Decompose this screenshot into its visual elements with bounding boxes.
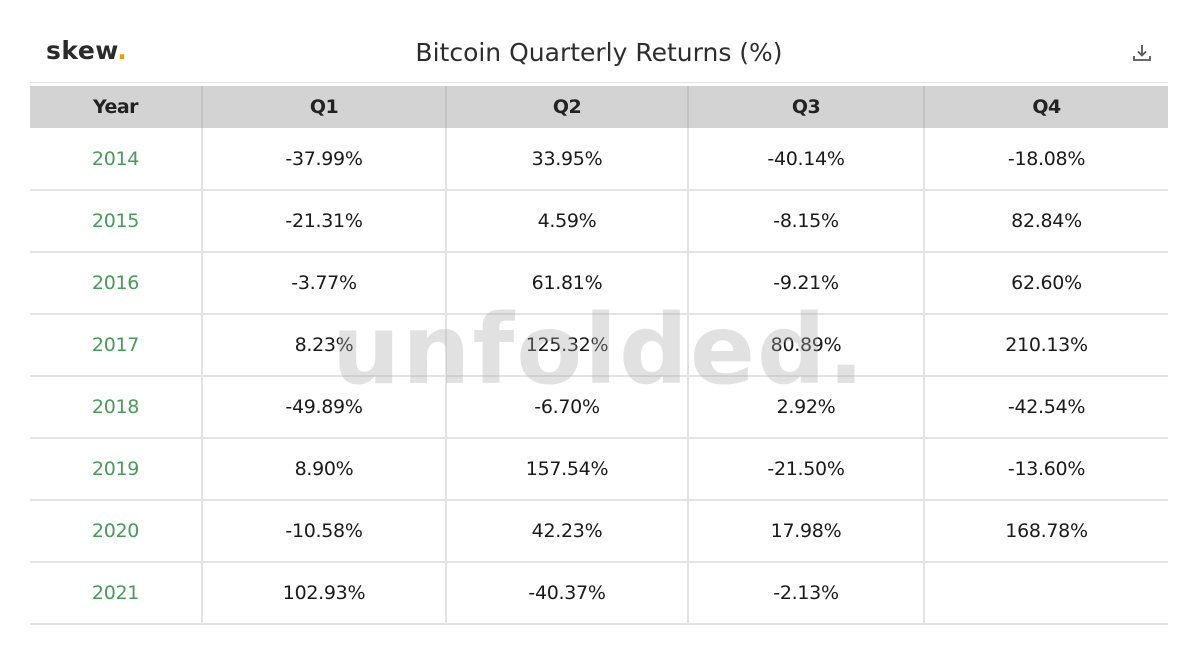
- return-cell: -40.37%: [445, 562, 688, 625]
- returns-table: Year Q1 Q2 Q3 Q4 2014 -37.99% 33.95% -40.14…: [30, 86, 1168, 625]
- return-cell: 17.98%: [687, 500, 924, 563]
- return-cell: -21.31%: [201, 190, 446, 253]
- return-cell: -18.08%: [923, 128, 1168, 191]
- return-cell: 61.81%: [445, 252, 688, 315]
- table-row: 2021 102.93% -40.37% -2.13%: [30, 562, 1168, 625]
- year-cell: 2017: [30, 314, 202, 377]
- table-header-row: Year Q1 Q2 Q3 Q4: [30, 86, 1168, 128]
- return-cell: -2.13%: [687, 562, 924, 625]
- return-cell: -21.50%: [687, 438, 924, 501]
- year-cell: 2018: [30, 376, 202, 439]
- return-cell: 33.95%: [445, 128, 688, 191]
- table-body: 2014 -37.99% 33.95% -40.14% -18.08% 2015 -21.3…: [30, 128, 1168, 625]
- return-cell: 125.32%: [445, 314, 688, 377]
- return-cell: -10.58%: [201, 500, 446, 563]
- year-cell: 2019: [30, 438, 202, 501]
- column-header[interactable]: Q3: [687, 86, 924, 128]
- column-header[interactable]: Year: [92, 96, 139, 118]
- returns-table-container: Year Q1 Q2 Q3 Q4 2014 -37.99% 33.95% -40.14…: [30, 86, 1168, 625]
- return-cell: 8.90%: [201, 438, 446, 501]
- return-cell: [923, 562, 1168, 625]
- logo-dot: .: [117, 36, 128, 65]
- return-cell: -6.70%: [445, 376, 688, 439]
- return-cell: -40.14%: [687, 128, 924, 191]
- return-cell: -49.89%: [201, 376, 446, 439]
- chart-title: Bitcoin Quarterly Returns (%): [415, 38, 783, 67]
- skew-logo: skew.: [46, 36, 127, 65]
- return-cell: -3.77%: [201, 252, 446, 315]
- return-cell: 42.23%: [445, 500, 688, 563]
- return-cell: 168.78%: [923, 500, 1168, 563]
- return-cell: 8.23%: [201, 314, 446, 377]
- return-cell: 62.60%: [923, 252, 1168, 315]
- year-cell: 2016: [30, 252, 202, 315]
- year-cell: 2014: [30, 128, 202, 191]
- return-cell: 82.84%: [923, 190, 1168, 253]
- table-row: 2018 -49.89% -6.70% 2.92% -42.54%: [30, 376, 1168, 439]
- return-cell: -37.99%: [201, 128, 446, 191]
- table-row: 2017 8.23% 125.32% 80.89% 210.13%: [30, 314, 1168, 377]
- return-cell: 4.59%: [445, 190, 688, 253]
- year-cell: 2015: [30, 190, 202, 253]
- download-icon[interactable]: [1131, 42, 1153, 64]
- return-cell: 102.93%: [201, 562, 446, 625]
- year-cell: 2021: [30, 562, 202, 625]
- table-row: 2020 -10.58% 42.23% 17.98% 168.78%: [30, 500, 1168, 563]
- year-cell: 2020: [30, 500, 202, 563]
- column-header[interactable]: Q1: [201, 86, 446, 128]
- return-cell: -13.60%: [923, 438, 1168, 501]
- return-cell: -42.54%: [923, 376, 1168, 439]
- table-row: 2014 -37.99% 33.95% -40.14% -18.08%: [30, 128, 1168, 191]
- return-cell: 157.54%: [445, 438, 688, 501]
- table-row: 2016 -3.77% 61.81% -9.21% 62.60%: [30, 252, 1168, 315]
- return-cell: 2.92%: [687, 376, 924, 439]
- return-cell: -8.15%: [687, 190, 924, 253]
- return-cell: -9.21%: [687, 252, 924, 315]
- return-cell: 210.13%: [923, 314, 1168, 377]
- logo-text: skew: [46, 36, 118, 65]
- header-divider: [30, 82, 1168, 83]
- return-cell: 80.89%: [687, 314, 924, 377]
- table-row: 2015 -21.31% 4.59% -8.15% 82.84%: [30, 190, 1168, 253]
- column-header[interactable]: Q2: [445, 86, 688, 128]
- column-header[interactable]: Q4: [923, 86, 1168, 128]
- table-row: 2019 8.90% 157.54% -21.50% -13.60%: [30, 438, 1168, 501]
